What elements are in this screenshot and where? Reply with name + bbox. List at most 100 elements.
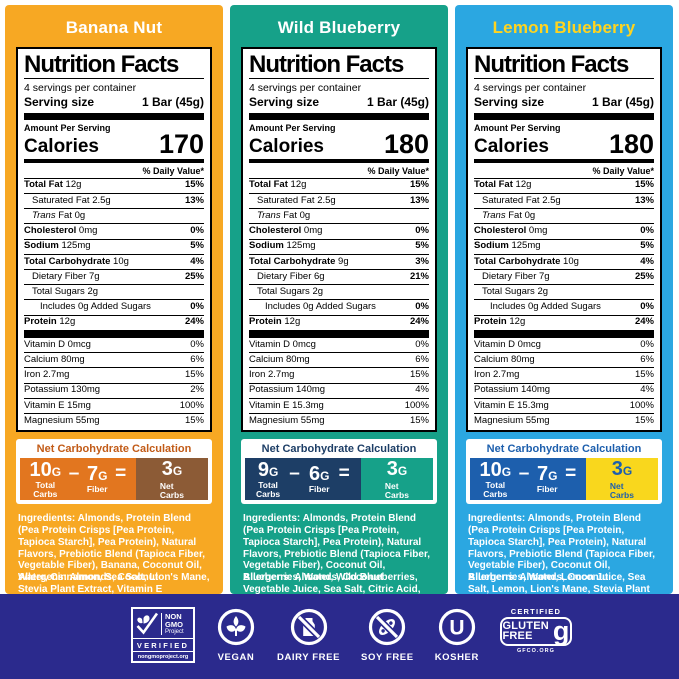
nutrient-row: Iron 2.7mg 15% (474, 367, 654, 382)
allergens-label: Allergens: (468, 572, 517, 583)
nutrient-daily-value: 15% (409, 414, 429, 426)
thick-divider (474, 113, 654, 121)
nutrient-row: Cholesterol 0mg 0% (249, 223, 429, 238)
nutrient-daily-value: 0% (190, 338, 204, 350)
nutrient-name: Iron 2.7mg (474, 369, 520, 381)
serving-size-label: Serving size (249, 95, 320, 110)
nutrient-daily-value: 5% (640, 240, 654, 252)
net-carb-header: Net Carbohydrate Calculation (261, 443, 417, 456)
nutrition-facts-label: Nutrition Facts 4 servings per container… (241, 47, 437, 433)
soy-free-badge: SOY FREE (361, 607, 414, 663)
nutrient-daily-value: 100% (629, 399, 654, 411)
nutrient-name: Dietary Fiber 7g (482, 270, 550, 282)
nutrient-row: Calcium 80mg 6% (249, 352, 429, 367)
calories-label: Calories (24, 136, 99, 158)
total-carbs-value: 10G (29, 458, 62, 481)
minus-sign: – (68, 463, 80, 485)
nutrient-name: Protein 12g (474, 316, 526, 328)
nutrient-row: Includes 0g Added Sugars 0% (249, 299, 429, 314)
serving-size-row: Serving size 1 Bar (45g) (249, 94, 429, 113)
nutrient-name: Calcium 80mg (249, 353, 310, 365)
nutrient-row: Potassium 130mg 2% (24, 382, 204, 398)
gluten-free-g-icon: g (552, 616, 570, 647)
nutrient-row: Vitamin D 0mcg 0% (24, 336, 204, 352)
nutrient-daily-value: 4% (415, 384, 429, 396)
amount-per-serving-label: Amount Per Serving (24, 123, 111, 134)
nutrient-daily-value: 15% (634, 179, 654, 191)
nutrient-name: Iron 2.7mg (24, 369, 70, 381)
nutrient-name: Trans Fat 0g (257, 209, 311, 221)
nutrient-name: Saturated Fat 2.5g (257, 194, 336, 206)
nutrient-name: Total Carbohydrate 10g (24, 255, 129, 267)
nutrient-name: Calcium 80mg (474, 353, 535, 365)
nutrient-row: Vitamin D 0mcg 0% (249, 336, 429, 352)
vitamin-rows: Vitamin D 0mcg 0% Calcium 80mg 6% Iron 2.7mg… (24, 336, 204, 428)
net-carb-equation-left: 10G Total Carbs – 7G Fiber = (20, 458, 136, 501)
net-carb-equation: 10G Total Carbs – 7G Fiber = 3G Net Carb… (20, 458, 208, 501)
net-carb-equation-left: 9G Total Carbs – 6G Fiber = (245, 458, 361, 501)
nutrient-row: Protein 12g 24% (474, 314, 654, 330)
allergens-list: Almonds, Coconut (66, 572, 159, 583)
serving-size-value: 1 Bar (45g) (591, 95, 654, 110)
nutrient-name: Total Sugars 2g (482, 286, 549, 298)
nutrient-row: Iron 2.7mg 15% (249, 367, 429, 382)
nutrient-daily-value: 24% (409, 316, 429, 328)
panels-row: Banana Nut Nutrition Facts 4 servings pe… (5, 5, 673, 619)
nutrient-daily-value: 25% (184, 270, 204, 282)
nutrient-name: Dietary Fiber 6g (257, 270, 325, 282)
gluten-free-word1: GLUTEN (502, 620, 549, 632)
servings-per-container: 4 servings per container (249, 82, 362, 95)
nutrient-rows: Total Fat 12g 15% Saturated Fat 2.5g 13% Tra… (474, 177, 654, 330)
nutrient-row: Trans Fat 0g (474, 208, 654, 223)
nutrient-daily-value: 15% (634, 369, 654, 381)
nutrient-row: Total Carbohydrate 9g 3% (249, 253, 429, 269)
thick-divider (249, 329, 429, 337)
nutrient-daily-value: 6% (640, 353, 654, 365)
nutrient-row: Calcium 80mg 6% (474, 352, 654, 367)
net-carb-header: Net Carbohydrate Calculation (486, 443, 642, 456)
nutrient-row: Iron 2.7mg 15% (24, 367, 204, 382)
nutrient-row: Protein 12g 24% (24, 314, 204, 330)
daily-value-header: % Daily Value* (142, 165, 204, 176)
calories-value: 180 (383, 129, 429, 160)
nutrition-facts-label: Nutrition Facts 4 servings per container… (466, 47, 662, 433)
nutrient-name: Includes 0g Added Sugars (490, 301, 601, 313)
nutrient-name: Vitamin E 15.3mg (249, 399, 324, 411)
net-carbs-value: 3G (611, 458, 633, 481)
thick-divider (474, 329, 654, 337)
ingredients-text: Ingredients: Almonds, Protein Blend (Pea… (18, 513, 210, 596)
net-carb-equation-left: 10G Total Carbs – 7G Fiber = (470, 458, 586, 501)
daily-value-header: % Daily Value* (367, 165, 429, 176)
fiber-label: Fiber (308, 484, 330, 495)
flavor-title: Wild Blueberry (277, 18, 401, 37)
nutrient-name: Cholesterol 0mg (474, 225, 548, 237)
nutrient-name: Vitamin E 15mg (24, 399, 91, 411)
fiber-label: Fiber (536, 484, 558, 495)
nutrient-name: Saturated Fat 2.5g (32, 194, 111, 206)
kosher-icon: U (438, 608, 475, 646)
nutrient-name: Protein 12g (24, 316, 76, 328)
soy-free-label: SOY FREE (361, 652, 414, 663)
net-carb-equation: 10G Total Carbs – 7G Fiber = 3G Net Carb… (470, 458, 658, 501)
nutrient-name: Dietary Fiber 7g (32, 270, 100, 282)
nutrient-name: Potassium 130mg (24, 384, 101, 396)
fiber-term: 6G Fiber (309, 464, 330, 494)
nutrient-daily-value: 0% (190, 225, 204, 237)
non-gmo-top: NON GMO Project (133, 609, 193, 638)
nutrient-daily-value: 15% (184, 414, 204, 426)
nutrient-daily-value: 15% (409, 369, 429, 381)
total-carbs-value: 9G (257, 458, 279, 481)
serving-size-label: Serving size (474, 95, 545, 110)
non-gmo-line1: NON (165, 611, 182, 621)
gluten-free-certified-text: CERTIFIED (510, 607, 562, 616)
non-gmo-verified-text: VERIFIED (133, 638, 193, 651)
total-carbs-term: 10G Total Carbs (30, 460, 62, 499)
ingredients-list: Almonds, Protein Blend (Pea Protein Cris… (468, 513, 656, 607)
amount-per-serving-label: Amount Per Serving (474, 123, 561, 134)
servings-per-container: 4 servings per container (474, 82, 587, 95)
calories-row: Calories 180 (474, 131, 654, 158)
non-gmo-url: nongmoproject.org (133, 651, 193, 661)
servings-per-container: 4 servings per container (24, 82, 137, 95)
ingredients-list: Almonds, Protein Blend (Pea Protein Cris… (18, 513, 210, 595)
